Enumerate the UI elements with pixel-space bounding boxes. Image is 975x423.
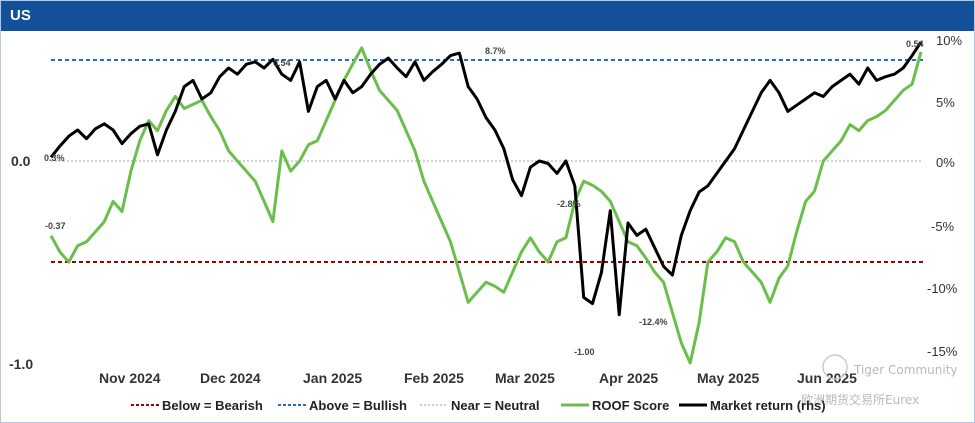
watermark-line1: Tiger Community <box>853 363 958 377</box>
legend-label-roof: ROOF Score <box>592 398 669 413</box>
right-axis-tick: 10% <box>936 33 962 48</box>
right-axis-tick: 5% <box>936 95 955 110</box>
data-label: -1.00 <box>574 347 595 357</box>
right-axis-tick: -5% <box>931 219 955 234</box>
legend: Below = Bearish Above = Bullish Near = N… <box>131 398 826 413</box>
data-label: 0.3% <box>44 153 65 163</box>
right-axis-tick: -10% <box>927 281 958 296</box>
legend-label-bullish: Above = Bullish <box>309 398 407 413</box>
market-return-series <box>49 41 923 317</box>
x-axis-tick: Dec 2024 <box>200 370 261 386</box>
left-axis-tick: 0.0 <box>11 153 31 169</box>
x-axis-tick: Jun 2025 <box>797 370 857 386</box>
x-axis-tick: Mar 2025 <box>495 370 555 386</box>
watermark-line2: 欧洲期货交易所Eurex <box>801 392 919 407</box>
right-axis-tick: -15% <box>927 344 958 359</box>
data-label: 0.54 <box>273 58 291 68</box>
watermark: Tiger Community 欧洲期货交易所Eurex <box>801 354 958 407</box>
data-label: -12.4% <box>639 317 668 327</box>
right-axis-tick: 0% <box>936 155 955 170</box>
x-axis-tick: May 2025 <box>697 370 759 386</box>
chart-title: US <box>10 7 31 24</box>
legend-label-bearish: Below = Bearish <box>162 398 263 413</box>
x-axis-tick: Apr 2025 <box>599 370 658 386</box>
x-axis-tick: Jan 2025 <box>303 370 362 386</box>
left-axis-tick: -1.0 <box>9 356 33 372</box>
x-axis-tick: Nov 2024 <box>99 370 161 386</box>
data-label: 8.7% <box>485 46 506 56</box>
data-label: -0.37 <box>45 221 66 231</box>
legend-label-neutral: Near = Neutral <box>451 398 540 413</box>
x-axis-tick: Feb 2025 <box>404 370 464 386</box>
legend-label-market: Market return (rhs) <box>710 398 826 413</box>
roof-score-series <box>49 46 923 365</box>
data-label: 0.54 <box>906 39 924 49</box>
chart-header: US <box>1 1 974 31</box>
data-label: -2.8% <box>557 199 581 209</box>
